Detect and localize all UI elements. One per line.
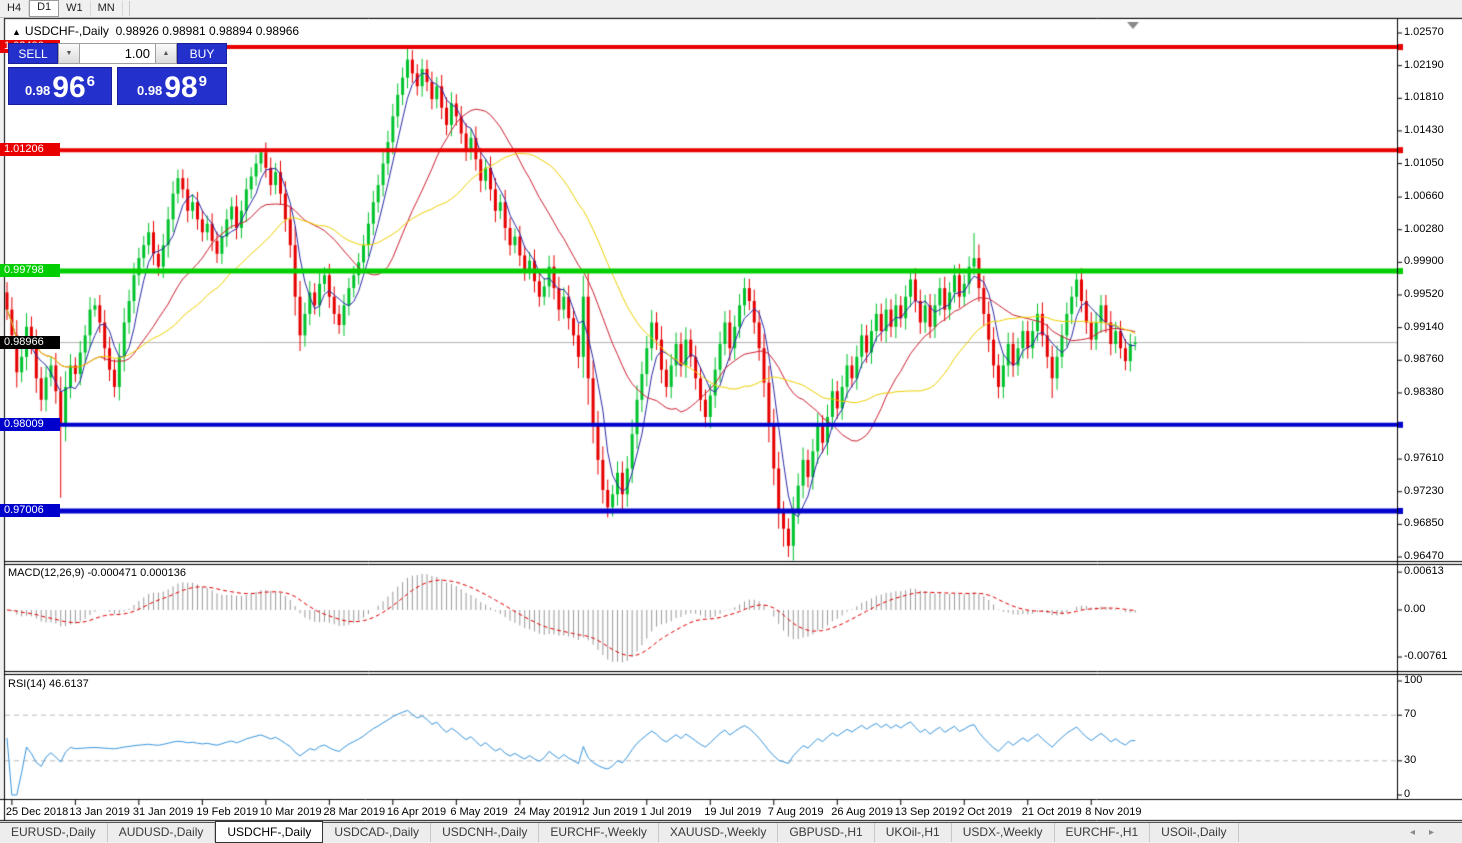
current-price-label: 0.98966: [0, 335, 60, 349]
price-axis-tick-label: 1.02190: [1404, 58, 1444, 71]
timeframe-button-w1[interactable]: W1: [59, 1, 91, 16]
date-axis-label: 19 Feb 2019: [196, 806, 259, 818]
date-axis-label: 19 Jul 2019: [704, 806, 762, 818]
date-axis-label: 12 Jun 2019: [577, 806, 638, 818]
macd-axis-tick-label: 0.00613: [1404, 565, 1444, 578]
price-axis-tick-label: 0.98380: [1404, 385, 1444, 398]
price-axis-tick-label: 1.01050: [1404, 156, 1444, 169]
rsi-axis-tick-label: 100: [1404, 674, 1423, 686]
tab-scroll-left-icon[interactable]: ◂: [1409, 827, 1429, 838]
level-price-label: 0.97006: [0, 503, 60, 517]
date-axis-label: 21 Oct 2019: [1021, 806, 1082, 818]
sell-price-big-digits: 96: [52, 71, 86, 104]
buy-price-big-digits: 98: [164, 71, 198, 104]
date-axis-label: 31 Jan 2019: [132, 806, 194, 818]
macd-name: MACD(12,26,9): [8, 567, 85, 579]
timeframe-button-mn[interactable]: MN: [91, 1, 123, 16]
chart-tab-usdchf-daily[interactable]: USDCHF-,Daily: [215, 820, 324, 843]
price-axis-tick-label: 0.96470: [1404, 549, 1444, 562]
buy-price-display[interactable]: 0.98 98 9: [117, 67, 227, 105]
chart-tab-usdcnh-daily[interactable]: USDCNH-,Daily: [431, 823, 540, 842]
level-price-label: 0.99798: [0, 264, 60, 278]
chart-ohlc-values: 0.98926 0.98981 0.98894 0.98966: [115, 24, 300, 38]
volume-increase-button[interactable]: ▲: [155, 43, 177, 64]
rsi-axis-tick-label: 0: [1404, 788, 1411, 800]
price-axis-tick-label: 0.97230: [1404, 484, 1444, 497]
date-axis-label: 2 Oct 2019: [958, 806, 1013, 818]
volume-input[interactable]: 1.00: [80, 43, 155, 64]
price-axis-tick-label: 0.97610: [1404, 452, 1444, 465]
buy-price-prefix: 0.98: [136, 83, 163, 98]
price-axis-tick-label: 0.99140: [1404, 320, 1444, 333]
price-axis-tick-label: 1.01810: [1404, 91, 1444, 104]
price-axis-tick-label: 0.96850: [1404, 517, 1444, 530]
chart-tab-eurusd-daily[interactable]: EURUSD-,Daily: [0, 823, 108, 842]
date-axis-label: 13 Jan 2019: [69, 806, 130, 818]
volume-decrease-button[interactable]: ▼: [58, 43, 80, 64]
date-axis-label: 1 Jul 2019: [640, 806, 692, 818]
date-axis-label: 28 Mar 2019: [323, 806, 386, 818]
price-axis-tick-label: 1.00280: [1404, 222, 1444, 235]
chart-tab-eurchf-weekly[interactable]: EURCHF-,Weekly: [539, 823, 659, 842]
chart-tab-usdx-weekly[interactable]: USDX-,Weekly: [952, 823, 1055, 842]
price-axis-tick-label: 0.99900: [1404, 255, 1444, 268]
rsi-axis-tick-label: 30: [1404, 753, 1417, 766]
buy-button[interactable]: BUY: [177, 43, 227, 64]
rsi-name: RSI(14): [8, 678, 46, 690]
chart-tab-audusd-daily[interactable]: AUDUSD-,Daily: [108, 823, 216, 842]
price-axis-tick-label: 0.98760: [1404, 353, 1444, 366]
date-axis-label: 24 May 2019: [513, 806, 578, 818]
timeframe-toolbar: H4 D1 W1 MN: [0, 0, 1462, 18]
price-axis-tick-label: 0.99520: [1404, 287, 1444, 300]
tab-scroll-right-icon[interactable]: ▸: [1428, 827, 1448, 838]
price-axis-tick-label: 1.00660: [1404, 190, 1444, 203]
sell-price-prefix: 0.98: [24, 83, 51, 98]
timeframe-button-h4[interactable]: H4: [0, 1, 30, 16]
one-click-trading-panel: SELL ▼ 1.00 ▲ BUY 0.98 96 6 0.98 98 9: [8, 43, 227, 105]
date-axis-label: 25 Dec 2018: [5, 806, 69, 818]
chart-tab-eurchf-h1[interactable]: EURCHF-,H1: [1055, 823, 1151, 842]
date-axis-label: 6 May 2019: [450, 806, 508, 818]
level-price-label: 0.98009: [0, 417, 60, 431]
date-axis-label: 16 Apr 2019: [386, 806, 447, 818]
sell-button[interactable]: SELL: [8, 43, 58, 64]
macd-axis-tick-label: 0.00: [1404, 603, 1426, 615]
chart-tab-ukoil-h1[interactable]: UKOil-,H1: [875, 823, 952, 842]
chart-title: ▲ USDCHF-,Daily 0.98926 0.98981 0.98894 0…: [12, 24, 299, 38]
macd-values: -0.000471 0.000136: [87, 567, 186, 579]
date-axis-label: 8 Nov 2019: [1085, 806, 1142, 818]
macd-indicator-label: MACD(12,26,9) -0.000471 0.000136: [8, 567, 186, 579]
rsi-indicator-label: RSI(14) 46.6137: [8, 678, 89, 690]
date-axis-label: 26 Aug 2019: [831, 806, 894, 818]
chart-symbol-label: USDCHF-,Daily: [24, 24, 109, 38]
buy-price-pip-digit: 9: [198, 73, 208, 90]
chart-tab-gbpusd-h1[interactable]: GBPUSD-,H1: [778, 823, 875, 842]
timeframe-button-d1[interactable]: D1: [29, 0, 60, 17]
level-price-label: 1.01206: [0, 143, 60, 157]
collapse-arrow-icon[interactable]: ▲: [12, 27, 21, 37]
date-axis-label: 10 Mar 2019: [259, 806, 322, 818]
rsi-value: 46.6137: [48, 678, 89, 690]
price-axis-tick-label: 1.02570: [1404, 26, 1444, 38]
rsi-axis-tick-label: 70: [1404, 708, 1417, 721]
chart-tab-bar: EURUSD-,Daily AUDUSD-,Daily USDCHF-,Daily U…: [0, 820, 1462, 843]
sell-price-display[interactable]: 0.98 96 6: [8, 67, 112, 105]
sell-price-pip-digit: 6: [86, 73, 96, 90]
price-axis-tick-label: 1.01430: [1404, 123, 1444, 136]
chart-tab-xauusd-weekly[interactable]: XAUUSD-,Weekly: [659, 823, 779, 842]
chart-tab-usoil-daily[interactable]: USOil-,Daily: [1150, 823, 1239, 842]
date-axis-label: 7 Aug 2019: [767, 806, 824, 818]
date-axis-label: 13 Sep 2019: [894, 806, 958, 818]
chart-tab-usdcad-daily[interactable]: USDCAD-,Daily: [323, 823, 432, 842]
toolbar-separator: [128, 1, 130, 16]
macd-axis-tick-label: -0.00761: [1404, 650, 1448, 663]
